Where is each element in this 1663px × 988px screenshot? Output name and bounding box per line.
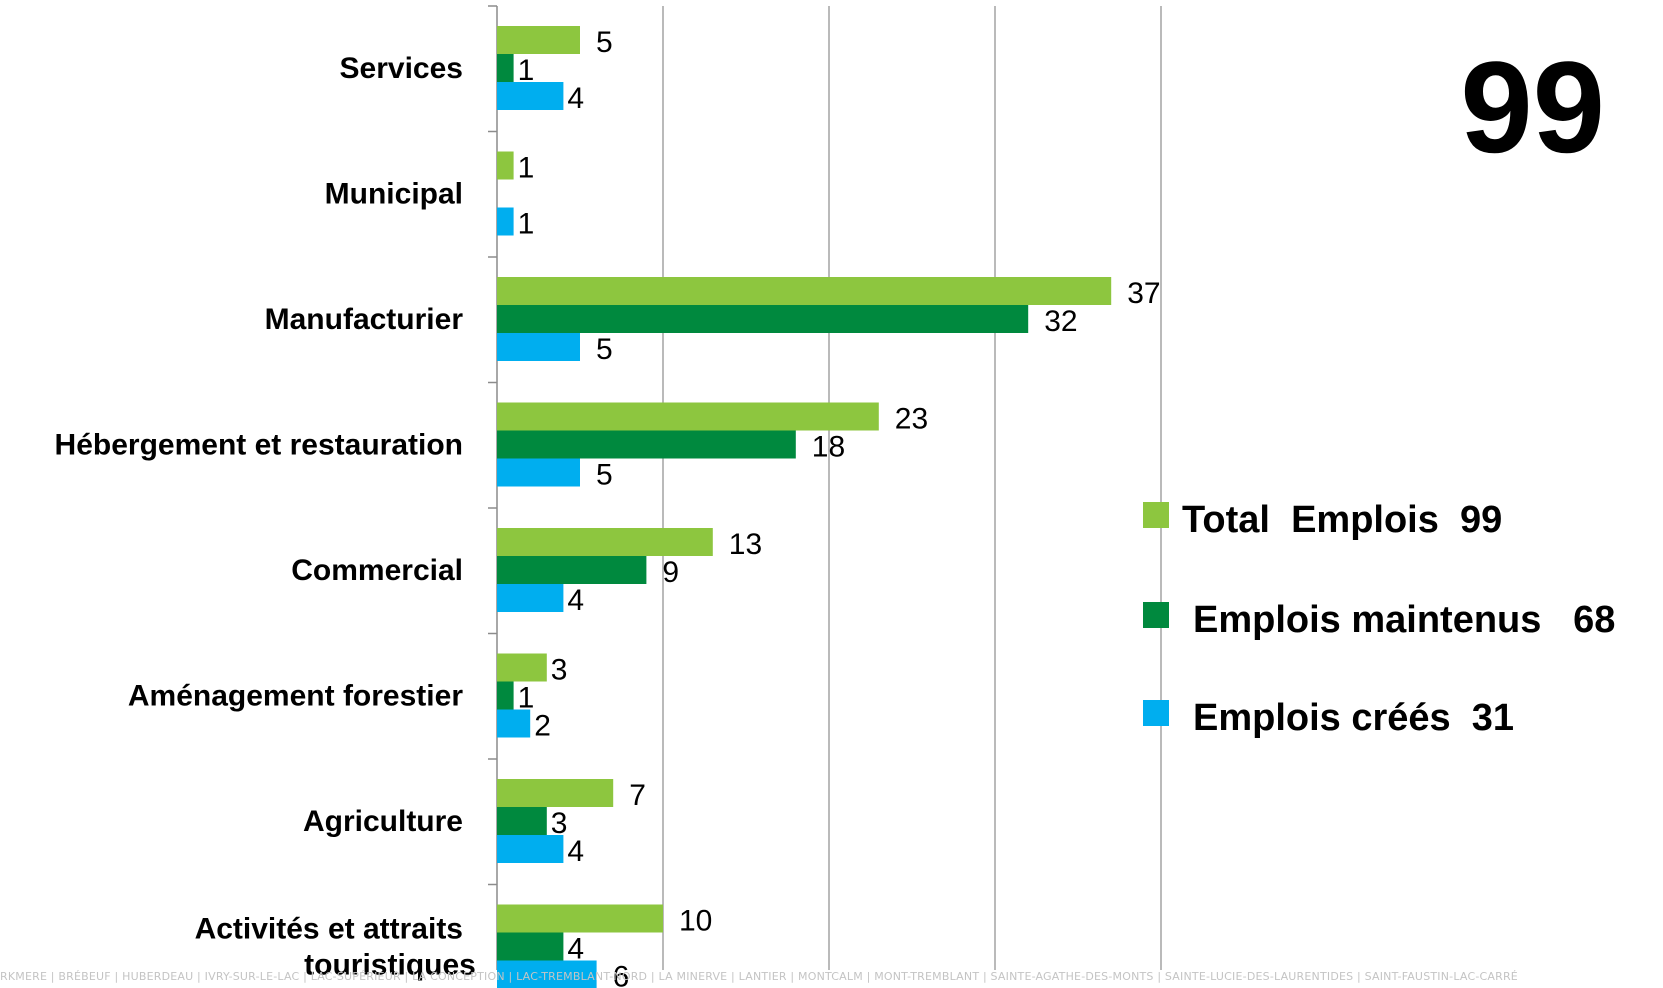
bar-maintenus: [497, 556, 647, 584]
data-label: 13: [729, 528, 762, 561]
bar-crees: [497, 709, 531, 738]
bar-crees: [497, 333, 580, 361]
data-label: 6: [613, 961, 630, 988]
legend-label-crees: Emplois créés 31: [1193, 697, 1514, 739]
data-label: 4: [567, 835, 584, 868]
category-label: Agriculture: [303, 805, 463, 838]
data-label: 32: [1044, 305, 1077, 338]
bar-maintenus: [497, 305, 1029, 333]
data-label: 1: [518, 208, 535, 241]
data-label: 5: [596, 26, 613, 59]
bar-total: [497, 277, 1112, 305]
bar-crees: [497, 207, 514, 236]
total-figure: 99: [1460, 34, 1605, 180]
bar-maintenus: [497, 681, 514, 710]
bar-crees: [497, 82, 564, 110]
data-label: 4: [567, 584, 584, 617]
data-label: 37: [1127, 277, 1160, 310]
data-label: 18: [812, 431, 845, 464]
data-label: 3: [551, 654, 568, 687]
bar-total: [497, 402, 879, 431]
data-label: 10: [679, 905, 712, 938]
category-label: Commercial: [291, 554, 463, 587]
category-labels: Services Municipal Manufacturier Hébergemen…: [55, 52, 476, 982]
bar-maintenus: [497, 54, 514, 82]
bar-maintenus: [497, 932, 564, 961]
bar-crees: [497, 458, 580, 487]
gridlines: [488, 5, 1162, 970]
bar-total: [497, 151, 514, 180]
data-label: 23: [895, 403, 928, 436]
bar-total: [497, 779, 614, 807]
legend: Total Emplois 99 Emplois maintenus 68 Empl…: [1143, 499, 1615, 739]
data-label: 4: [567, 82, 584, 115]
legend-swatch-crees: [1143, 700, 1169, 726]
data-label: 5: [596, 459, 613, 492]
data-label: 3: [551, 807, 568, 840]
data-label: 2: [534, 710, 551, 743]
category-label: Services: [340, 52, 463, 85]
data-label: 5: [596, 333, 613, 366]
legend-label-total: Total Emplois 99: [1182, 499, 1502, 541]
data-label: 4: [567, 933, 584, 966]
data-label: 7: [629, 779, 646, 812]
data-label: 1: [518, 152, 535, 185]
bars: [497, 26, 1112, 988]
data-label: 9: [662, 556, 679, 589]
bar-maintenus: [497, 430, 796, 459]
bar-total: [497, 904, 663, 933]
category-label: Manufacturier: [265, 303, 464, 336]
category-label: Aménagement forestier: [128, 680, 463, 713]
footer-municipalities: RKMERE | BRÉBEUF | HUBERDEAU | IVRY-SUR-…: [0, 970, 1518, 983]
category-label: Activités et attraits touristiques: [195, 913, 476, 982]
bar-crees: [497, 835, 564, 863]
category-label: Municipal: [325, 178, 463, 211]
bar-total: [497, 528, 713, 556]
legend-swatch-maintenus: [1143, 602, 1169, 628]
data-label: 1: [518, 682, 535, 715]
bar-total: [497, 26, 580, 54]
data-label: 1: [518, 54, 535, 87]
category-label: Hébergement et restauration: [55, 429, 463, 462]
bar-crees: [497, 960, 597, 988]
bar-maintenus: [497, 807, 547, 835]
bar-crees: [497, 584, 564, 612]
legend-label-maintenus: Emplois maintenus 68: [1193, 599, 1615, 641]
bar-total: [497, 653, 547, 682]
legend-swatch-total: [1143, 502, 1169, 528]
